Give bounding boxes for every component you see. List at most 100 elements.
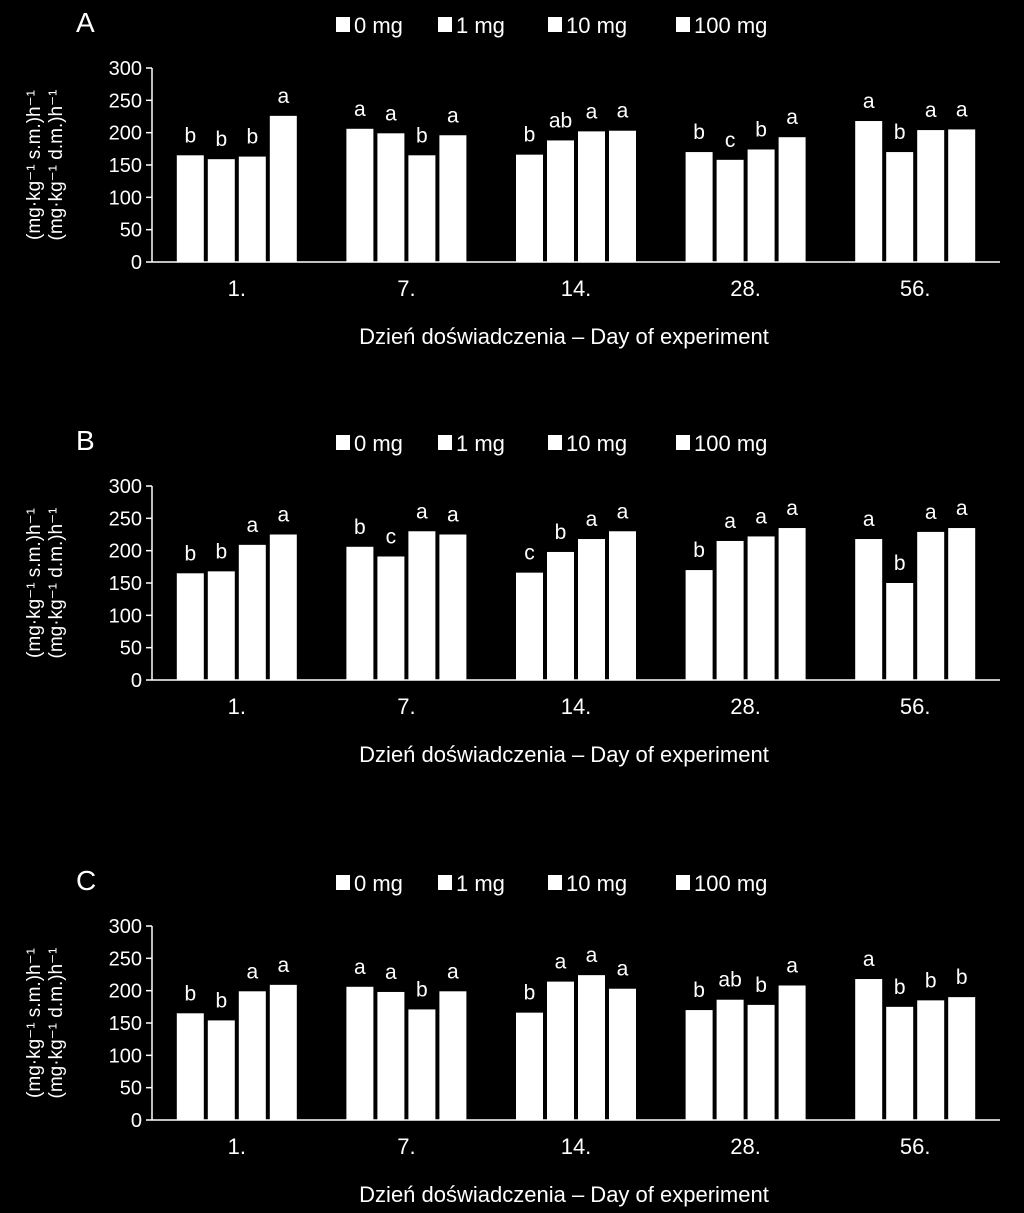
legend-swatch bbox=[336, 435, 350, 450]
significance-label: c bbox=[524, 542, 535, 565]
chart-legend: 0 mg 1 mg 10 mg 100 mg bbox=[336, 871, 767, 896]
significance-label: a bbox=[786, 106, 798, 129]
y-tick-label: 300 bbox=[109, 916, 142, 938]
significance-label: b bbox=[555, 521, 567, 544]
y-tick-label: 0 bbox=[131, 252, 142, 274]
bar bbox=[855, 979, 883, 1120]
significance-label: a bbox=[863, 948, 875, 971]
y-axis-title: (mg·kg⁻¹ d.m.)h⁻¹(mg·kg⁻¹ s.m.)h⁻¹ bbox=[24, 948, 67, 1099]
y-tick-label: 0 bbox=[131, 1110, 142, 1132]
significance-label: a bbox=[416, 500, 428, 523]
significance-label: a bbox=[385, 961, 397, 984]
y-tick-label: 50 bbox=[120, 638, 142, 660]
legend-label: 100 mg bbox=[694, 431, 767, 456]
significance-label: a bbox=[555, 951, 567, 974]
x-tick-label: 14. bbox=[561, 694, 592, 719]
bar bbox=[886, 152, 914, 262]
bar bbox=[176, 155, 204, 262]
significance-label: b bbox=[416, 978, 428, 1001]
legend-swatch bbox=[438, 875, 452, 890]
bar bbox=[269, 984, 297, 1120]
y-tick-label: 150 bbox=[109, 573, 142, 595]
y-tick-label: 200 bbox=[109, 541, 142, 563]
bar bbox=[176, 1013, 204, 1120]
bar bbox=[516, 1012, 543, 1120]
y-tick-label: 300 bbox=[109, 58, 142, 80]
significance-label: b bbox=[894, 552, 906, 575]
bar bbox=[917, 130, 945, 262]
significance-label: c bbox=[386, 525, 397, 548]
legend-swatch bbox=[548, 17, 562, 32]
panel-label: B bbox=[76, 425, 95, 456]
y-tick-label: 50 bbox=[120, 220, 142, 242]
bar bbox=[948, 997, 976, 1120]
panel-label: A bbox=[76, 7, 95, 38]
legend-swatch bbox=[676, 875, 690, 890]
significance-label: ab bbox=[549, 109, 572, 132]
x-tick-label: 14. bbox=[561, 1134, 592, 1159]
legend-label: 10 mg bbox=[566, 871, 627, 896]
significance-label: b bbox=[925, 969, 937, 992]
chart-panel-c: C 0 mg 1 mg 10 mg 100 mg 0 50 100 150 200 250 300 (m… bbox=[24, 865, 1000, 1207]
y-tick-label: 200 bbox=[109, 123, 142, 145]
significance-label: a bbox=[925, 501, 937, 524]
bar bbox=[547, 981, 574, 1120]
category-group: 28.b c ba bbox=[685, 106, 806, 301]
legend-item: 1 mg bbox=[438, 871, 505, 896]
legend-item: 10 mg bbox=[548, 13, 627, 38]
significance-label: b bbox=[894, 121, 906, 144]
bar bbox=[609, 988, 636, 1120]
legend-swatch bbox=[548, 435, 562, 450]
x-tick-label: 56. bbox=[900, 694, 931, 719]
significance-label: b bbox=[894, 976, 906, 999]
y-axis-title: (mg·kg⁻¹ d.m.)h⁻¹(mg·kg⁻¹ s.m.)h⁻¹ bbox=[24, 90, 67, 241]
chart-panel-b: B 0 mg 1 mg 10 mg 100 mg 0 50 100 150 200 250 300 (m… bbox=[24, 425, 1000, 767]
bar bbox=[685, 570, 713, 680]
bar bbox=[855, 539, 883, 680]
bar bbox=[439, 534, 467, 680]
category-group: 7.b ca a bbox=[346, 500, 467, 719]
chart-panel-a: A 0 mg 1 mg 10 mg 100 mg 0 50 100 150 200 250 300 (m… bbox=[24, 7, 1000, 349]
bar bbox=[716, 999, 744, 1120]
bar bbox=[948, 528, 976, 680]
legend-label: 10 mg bbox=[566, 13, 627, 38]
bar bbox=[578, 131, 605, 262]
significance-label: b bbox=[354, 516, 366, 539]
y-tick-label: 250 bbox=[109, 90, 142, 112]
significance-label: a bbox=[586, 508, 598, 531]
category-group: 14.ba aa bbox=[516, 944, 636, 1159]
bar bbox=[716, 159, 744, 262]
category-group: 28.b ab ba bbox=[685, 954, 806, 1159]
y-tick-label: 250 bbox=[109, 948, 142, 970]
category-group: 7.a aba bbox=[346, 98, 467, 301]
bar bbox=[238, 156, 266, 262]
bar bbox=[917, 1000, 945, 1120]
bar bbox=[269, 534, 297, 680]
significance-label: c bbox=[725, 129, 736, 152]
x-axis-title: Dzień doświadczenia – Day of experiment bbox=[359, 324, 769, 349]
bar bbox=[685, 152, 713, 262]
legend-item: 1 mg bbox=[438, 431, 505, 456]
significance-label: a bbox=[277, 954, 289, 977]
y-tick-label: 300 bbox=[109, 476, 142, 498]
bar bbox=[238, 544, 266, 680]
significance-label: b bbox=[693, 539, 705, 562]
y-tick-label: 100 bbox=[109, 1045, 142, 1067]
significance-label: a bbox=[956, 497, 968, 520]
bar bbox=[238, 991, 266, 1120]
x-tick-label: 7. bbox=[397, 276, 415, 301]
bar bbox=[377, 991, 405, 1120]
significance-label: b bbox=[184, 542, 196, 565]
bar bbox=[346, 546, 374, 680]
bar bbox=[685, 1010, 713, 1120]
legend-label: 10 mg bbox=[566, 431, 627, 456]
category-group: 14.bab a a bbox=[516, 100, 636, 301]
bar bbox=[547, 140, 574, 262]
legend-swatch bbox=[438, 435, 452, 450]
significance-label: a bbox=[447, 504, 459, 527]
y-tick-label: 200 bbox=[109, 981, 142, 1003]
significance-label: a bbox=[277, 85, 289, 108]
chart-legend: 0 mg 1 mg 10 mg 100 mg bbox=[336, 13, 767, 38]
significance-label: a bbox=[447, 104, 459, 127]
